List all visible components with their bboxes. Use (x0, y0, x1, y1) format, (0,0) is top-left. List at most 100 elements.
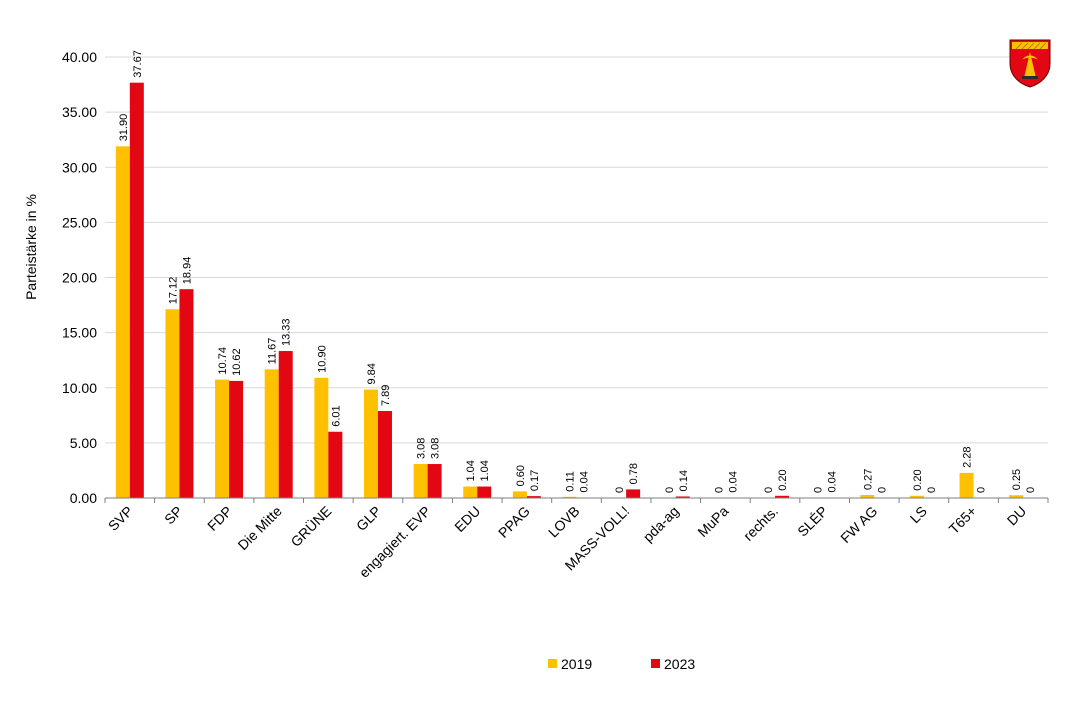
legend-label-2023: 2023 (664, 656, 695, 672)
y-tick-label: 0.00 (70, 490, 97, 506)
bar-2023 (626, 489, 641, 498)
bar-2023 (179, 289, 194, 498)
x-axis-ticks (104, 498, 1049, 503)
data-label-2023: 6.01 (330, 405, 342, 426)
data-label-2023: 0.17 (529, 470, 541, 491)
y-tick-label: 25.00 (62, 214, 97, 230)
y-tick-label: 10.00 (62, 380, 97, 396)
data-label-2023: 0.78 (628, 463, 640, 484)
bars (115, 82, 1024, 499)
data-label-2023: 0 (876, 487, 888, 493)
bar-2019 (1009, 495, 1024, 498)
bar-2023 (278, 351, 293, 498)
data-label-2019: 9.84 (366, 363, 378, 384)
data-label-2019: 0 (614, 487, 626, 493)
data-label-2019: 0 (664, 487, 676, 493)
coat-of-arms-icon (1009, 39, 1051, 88)
bar-2019 (512, 491, 527, 498)
data-label-2023: 0 (926, 487, 938, 493)
data-label-2019: 2.28 (962, 446, 974, 467)
data-label-2019: 0.25 (1011, 469, 1023, 490)
bar-2023 (229, 380, 244, 498)
data-label-2019: 1.04 (465, 460, 477, 481)
bar-2019 (115, 146, 130, 499)
bar-2019 (562, 496, 577, 498)
category-label: FW AG (837, 503, 880, 546)
legend-swatch-2019 (548, 659, 557, 668)
data-label-2019: 0 (713, 487, 725, 493)
category-label: T65+ (946, 503, 980, 537)
bar-2019 (314, 377, 329, 498)
category-label: DU (1004, 503, 1030, 529)
y-tick-label: 30.00 (62, 159, 97, 175)
legend-swatch-2023 (651, 659, 660, 668)
category-label: MuPa (694, 503, 731, 540)
data-label-2023: 0.04 (579, 471, 591, 492)
bar-2023 (427, 464, 442, 498)
data-label-2023: 0.04 (827, 471, 839, 492)
data-label-2019: 0.27 (862, 469, 874, 490)
bar-2019 (909, 495, 924, 498)
data-label-2023: 10.62 (231, 348, 243, 376)
y-tick-label: 15.00 (62, 325, 97, 341)
data-label-2023: 13.33 (281, 319, 293, 347)
bar-2019 (463, 486, 478, 498)
data-label-2023: 0 (976, 487, 988, 493)
category-label: EDU (451, 503, 483, 535)
bar-2023 (328, 431, 343, 498)
category-label: rechts. (740, 503, 781, 544)
data-label-2019: 17.12 (167, 277, 179, 305)
category-label: PPAG (495, 503, 533, 541)
data-label-2023: 3.08 (430, 438, 442, 459)
data-label-2019: 31.90 (118, 114, 130, 142)
data-label-2023: 7.89 (380, 385, 392, 406)
y-axis-ticks: 0.00 5.00 10.00 15.00 20.00 25.00 30.00 35.00 40… (62, 49, 97, 506)
legend-label-2019: 2019 (561, 656, 592, 672)
category-label: LOVB (545, 503, 583, 541)
data-label-2023: 0.20 (777, 469, 789, 490)
category-label: SLÉP (794, 503, 831, 540)
bar-2019 (959, 472, 974, 498)
gridlines (105, 56, 1048, 444)
bar-2023 (477, 486, 492, 498)
y-tick-label: 40.00 (62, 49, 97, 65)
category-label: FDP (204, 503, 235, 534)
data-label-2019: 10.74 (217, 347, 229, 375)
data-label-2023: 0.14 (678, 470, 690, 491)
bar-2019 (363, 389, 378, 498)
y-tick-label: 5.00 (70, 435, 97, 451)
bar-2019 (215, 379, 230, 498)
data-label-2019: 0.11 (565, 471, 577, 492)
bar-2019 (860, 495, 875, 498)
bar-2023 (526, 496, 541, 498)
bar-2023 (675, 496, 690, 498)
category-label: SVP (105, 503, 136, 534)
data-label-2019: 11.67 (267, 338, 279, 365)
bar-2019 (165, 309, 180, 498)
data-label-2019: 0.20 (912, 469, 924, 490)
y-tick-label: 20.00 (62, 270, 97, 286)
data-label-2023: 18.94 (181, 257, 193, 285)
bar-2023 (775, 495, 790, 498)
bar-2019 (264, 369, 279, 498)
category-label: GRÜNE (287, 502, 335, 550)
bar-2019 (413, 464, 428, 498)
data-label-2023: 0 (1025, 487, 1037, 493)
data-label-2019: 10.90 (316, 345, 328, 373)
data-label-2023: 0.04 (727, 471, 739, 492)
bar-2023 (129, 82, 144, 499)
data-label-2019: 0.60 (515, 465, 527, 486)
category-label: LS (907, 503, 930, 526)
y-tick-label: 35.00 (62, 104, 97, 120)
data-label-2019: 3.08 (416, 438, 428, 459)
data-label-2019: 0 (813, 487, 825, 493)
legend: 2019 2023 (548, 656, 695, 672)
category-label: pda-ag (640, 503, 682, 545)
category-label: Die Mitte (234, 503, 285, 554)
bar-2023 (377, 411, 392, 498)
category-label: GLP (353, 503, 384, 534)
data-label-2023: 37.67 (132, 50, 144, 78)
